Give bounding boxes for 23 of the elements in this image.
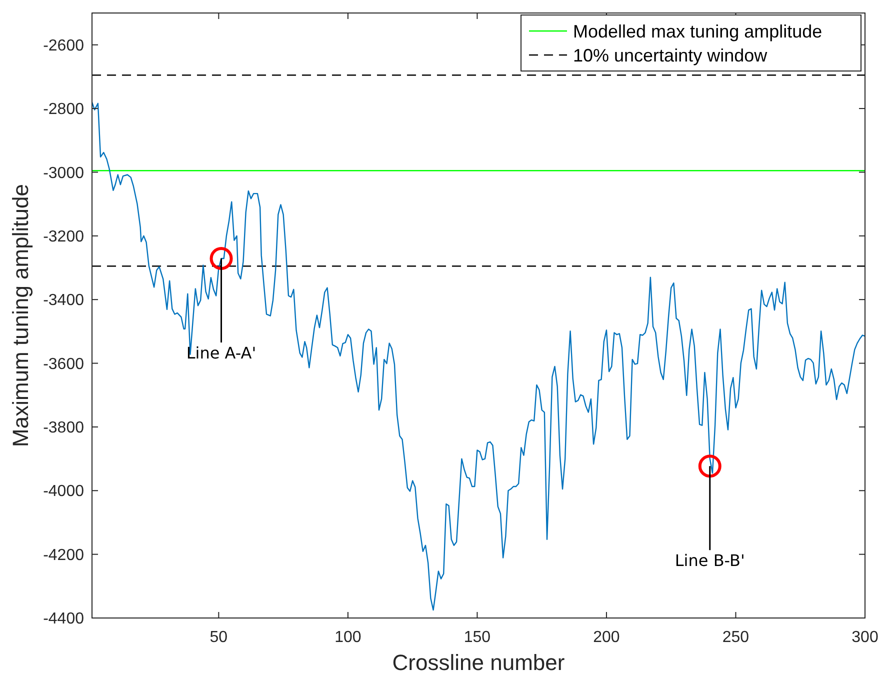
annotation: Line A-A' bbox=[186, 344, 256, 363]
x-tick-label: 50 bbox=[210, 629, 228, 646]
line-series bbox=[91, 102, 866, 611]
x-tick-label: 300 bbox=[852, 629, 878, 646]
x-axis-title: Crossline number bbox=[392, 650, 565, 675]
x-tick-label: 100 bbox=[334, 629, 362, 646]
y-tick-label: -3400 bbox=[43, 292, 84, 310]
legend-label: 10% uncertainty window bbox=[573, 45, 768, 66]
annotation: Line B-B' bbox=[674, 551, 745, 570]
y-tick-label: -2800 bbox=[43, 101, 84, 118]
y-axis-title: Maximum tuning amplitude bbox=[8, 184, 33, 447]
y-tick-label: -4200 bbox=[43, 546, 84, 564]
y-tick-label: -3000 bbox=[43, 164, 84, 182]
y-tick-label: -4400 bbox=[43, 610, 84, 628]
x-tick-label: 200 bbox=[593, 629, 620, 646]
y-tick-label: -4000 bbox=[43, 483, 84, 500]
x-tick-label: 250 bbox=[722, 629, 750, 646]
y-tick-label: -2600 bbox=[43, 37, 84, 54]
x-tick-label: 150 bbox=[464, 629, 491, 646]
y-tick-label: -3600 bbox=[43, 356, 84, 373]
y-tick-label: -3800 bbox=[43, 420, 84, 437]
y-tick-label: -3200 bbox=[43, 228, 84, 246]
legend-label: Modelled max tuning amplitude bbox=[573, 21, 822, 42]
